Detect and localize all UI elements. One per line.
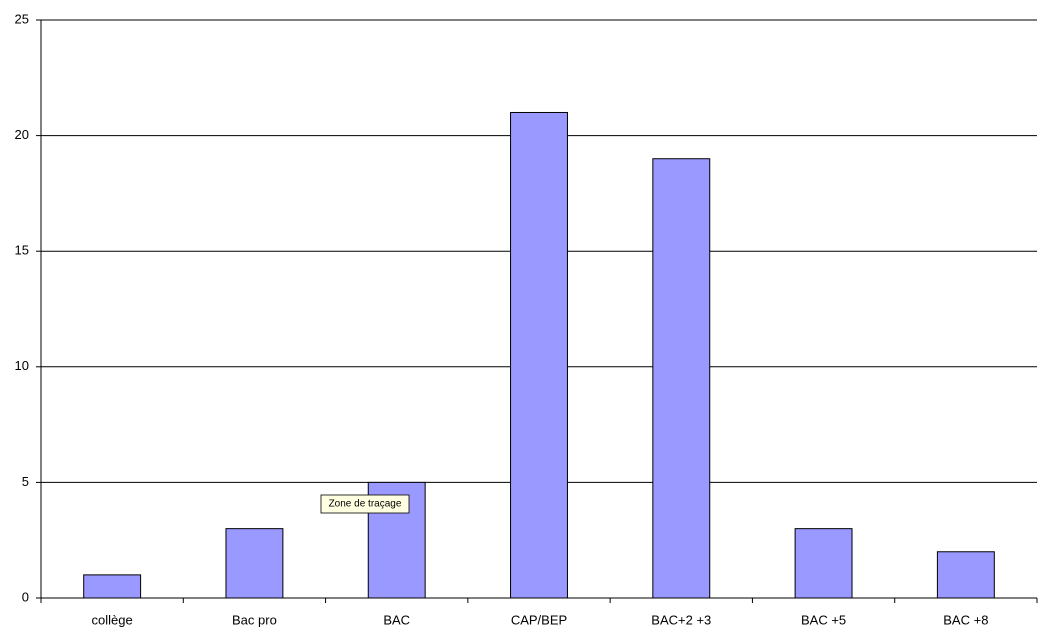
y-tick-label: 5 <box>22 474 29 489</box>
tooltip-box <box>320 494 410 514</box>
y-tick-label: 15 <box>15 243 29 258</box>
bar <box>652 158 711 599</box>
bar <box>225 528 284 599</box>
x-tick-label: BAC +5 <box>801 612 846 627</box>
x-tick-label: BAC <box>383 612 410 627</box>
y-tick-label: 0 <box>22 589 29 604</box>
bar <box>794 528 853 599</box>
bar <box>936 551 995 599</box>
x-tick-label: Bac pro <box>232 612 277 627</box>
x-tick-label: CAP/BEP <box>511 612 567 627</box>
y-tick-label: 25 <box>15 11 29 26</box>
y-tick-label: 10 <box>15 358 29 373</box>
x-tick-label: BAC+2 +3 <box>651 612 711 627</box>
tooltip: Zone de traçage <box>329 499 402 510</box>
y-tick-label: 20 <box>15 127 29 142</box>
bar <box>83 574 142 599</box>
bar <box>510 111 568 599</box>
x-tick-label: BAC +8 <box>943 612 988 627</box>
x-tick-label: collège <box>92 612 133 627</box>
